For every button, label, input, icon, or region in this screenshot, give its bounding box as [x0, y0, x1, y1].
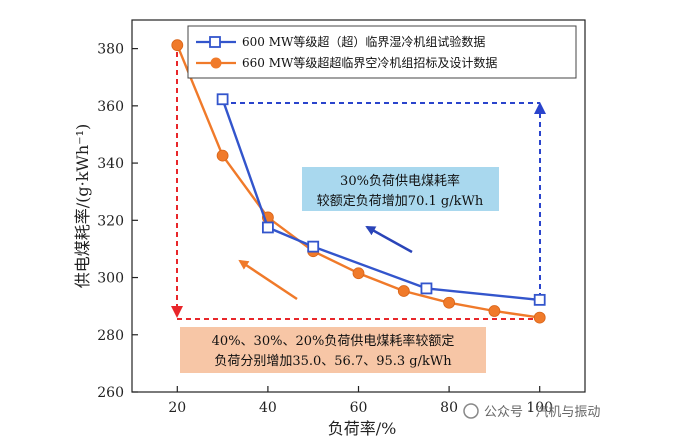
- annotation-blue: 30%负荷供电煤耗率 较额定负荷增加70.1 g/kWh: [302, 167, 499, 211]
- annotation-orange-line2: 负荷分别增加35.0、56.7、95.3 g/kWh: [214, 354, 452, 369]
- y-tick-label: 300: [97, 271, 124, 287]
- x-tick-label: 80: [440, 400, 458, 416]
- annotation-blue-line2: 较额定负荷增加70.1 g/kWh: [317, 194, 484, 209]
- x-axis: 20 40 60 80 100: [168, 386, 553, 416]
- blue-trend-arrow: [365, 225, 413, 254]
- legend-item-series-2: 660 MW等级超超临界空冷机组招标及设计数据: [196, 55, 497, 70]
- series-2-point: [397, 285, 410, 297]
- series-2-point: [352, 267, 365, 280]
- series-2-point: [443, 296, 456, 309]
- series-1-point: [307, 240, 320, 253]
- legend-item-series-1: 600 MW等级超（超）临界湿冷机组试验数据: [196, 34, 485, 49]
- x-tick-label: 40: [259, 400, 277, 416]
- x-tick-label: 20: [168, 400, 186, 416]
- guide-lines: [171, 52, 546, 320]
- annotation-blue-line1: 30%负荷供电煤耗率: [340, 173, 460, 189]
- watermark-text: 公众号 · 汽机与振动: [484, 405, 600, 420]
- y-tick-label: 340: [97, 156, 124, 172]
- y-axis-title: 供电煤耗率/(g·kWh⁻¹): [73, 124, 92, 289]
- series-layer: [171, 39, 546, 324]
- y-tick-label: 380: [97, 42, 124, 58]
- y-tick-label: 360: [97, 99, 124, 115]
- series-2-point: [171, 39, 184, 52]
- annotation-orange: 40%、30%、20%负荷供电煤耗率较额定 负荷分别增加35.0、56.7、95…: [180, 327, 486, 373]
- watermark: 公众号 · 汽机与振动: [463, 403, 600, 420]
- legend-label-series-1: 600 MW等级超（超）临界湿冷机组试验数据: [242, 34, 485, 49]
- y-tick-label: 320: [97, 213, 124, 229]
- wechat-icon: [463, 403, 479, 419]
- orange-trend-arrow: [238, 259, 298, 301]
- series-1-point: [533, 293, 546, 306]
- x-tick-label: 60: [350, 400, 368, 416]
- legend-label-series-2: 660 MW等级超超临界空冷机组招标及设计数据: [242, 55, 497, 70]
- legend: 600 MW等级超（超）临界湿冷机组试验数据 660 MW等级超超临界空冷机组招…: [187, 25, 577, 79]
- series-2-point: [216, 149, 229, 162]
- x-tick-label: 100: [526, 400, 553, 416]
- series-2-point: [488, 305, 501, 317]
- series-1-point: [261, 221, 274, 234]
- series-2-point: [533, 311, 546, 324]
- series-1-point: [420, 282, 433, 295]
- y-tick-label: 260: [97, 385, 124, 401]
- legend-box: [187, 25, 577, 79]
- x-axis-title: 负荷率/%: [328, 419, 397, 438]
- y-tick-label: 280: [97, 328, 124, 344]
- series-1-point: [216, 93, 229, 106]
- y-axis: 260 280 300 320 340 360 380: [97, 42, 138, 401]
- annotation-orange-line1: 40%、30%、20%负荷供电煤耗率较额定: [212, 333, 455, 349]
